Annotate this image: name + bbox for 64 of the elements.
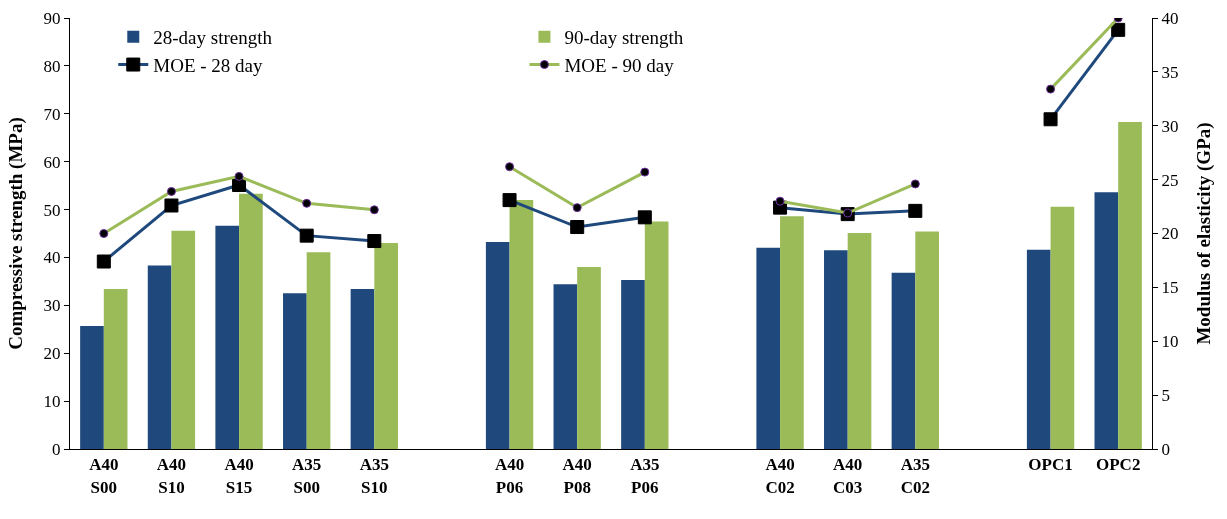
bar xyxy=(171,230,196,449)
bar xyxy=(1026,249,1051,449)
y2-tick-label: 5 xyxy=(1161,386,1170,406)
x-tick-label: A40 P06 xyxy=(494,455,525,497)
x-tick-label: A40 S10 xyxy=(156,455,187,497)
y2-tick-label: 25 xyxy=(1161,170,1179,190)
y2-axis-title: Modulus of elasticity (GPa) xyxy=(1192,122,1215,345)
x-tick-label: A40 C03 xyxy=(833,455,863,497)
y-tick-label: 20 xyxy=(43,344,61,364)
x-tick-label: OPC2 xyxy=(1095,455,1141,475)
x-tick-label: A40 S15 xyxy=(224,455,254,497)
bar xyxy=(147,265,172,449)
bar xyxy=(891,272,916,449)
bar xyxy=(509,199,534,449)
bar xyxy=(644,221,669,449)
bar xyxy=(215,225,240,449)
x-tick-label: A35 P06 xyxy=(630,455,660,497)
x-tick-label: A35 S00 xyxy=(292,455,322,497)
y-tick-label: 90 xyxy=(43,8,61,28)
y-tick-label: 50 xyxy=(43,200,61,220)
bar xyxy=(553,284,578,449)
bar xyxy=(756,247,781,449)
x-tick-label: OPC1 xyxy=(1028,455,1073,475)
bar xyxy=(824,250,848,449)
legend-label: MOE - 90 day xyxy=(564,54,675,76)
x-tick-label: A35 S10 xyxy=(359,455,389,497)
y-tick-label: 60 xyxy=(43,152,61,172)
bar xyxy=(1118,121,1142,449)
y-tick-label: 30 xyxy=(43,296,61,316)
x-tick-label: A40 S00 xyxy=(89,455,119,497)
y-tick-label: 70 xyxy=(43,104,61,124)
y-tick-label: 80 xyxy=(43,56,61,76)
bar xyxy=(847,233,872,449)
bar xyxy=(780,216,804,449)
y-tick-label: 10 xyxy=(43,392,61,412)
bar xyxy=(306,252,331,449)
bar xyxy=(915,231,939,449)
y2-tick-label: 20 xyxy=(1161,224,1179,244)
y2-tick-label: 15 xyxy=(1161,278,1179,298)
bar xyxy=(1050,206,1075,449)
bar xyxy=(103,289,128,449)
bar xyxy=(374,243,398,449)
y2-tick-label: 40 xyxy=(1161,8,1179,28)
y2-tick-label: 10 xyxy=(1161,332,1179,352)
bar xyxy=(350,289,375,449)
bar xyxy=(80,325,104,449)
y-tick-label: 0 xyxy=(52,439,61,459)
x-tick-label: A40 C02 xyxy=(765,455,795,497)
bar xyxy=(239,193,263,449)
y-axis-title: Compressive strength (MPa) xyxy=(5,117,27,350)
x-tick-label: A35 C02 xyxy=(900,455,930,497)
bar xyxy=(1094,192,1119,449)
bar xyxy=(485,242,510,449)
legend-label: MOE - 28 day xyxy=(153,54,264,76)
y2-tick-label: 30 xyxy=(1161,116,1179,136)
y2-tick-label: 0 xyxy=(1161,439,1170,459)
bar xyxy=(621,279,645,449)
bar xyxy=(283,293,307,449)
y-tick-label: 40 xyxy=(43,248,61,268)
y2-tick-label: 35 xyxy=(1161,62,1179,82)
x-tick-label: A40 P08 xyxy=(562,455,592,497)
legend-label: 28-day strength xyxy=(153,27,273,49)
bar xyxy=(577,267,601,449)
legend-label: 90-day strength xyxy=(564,27,684,49)
